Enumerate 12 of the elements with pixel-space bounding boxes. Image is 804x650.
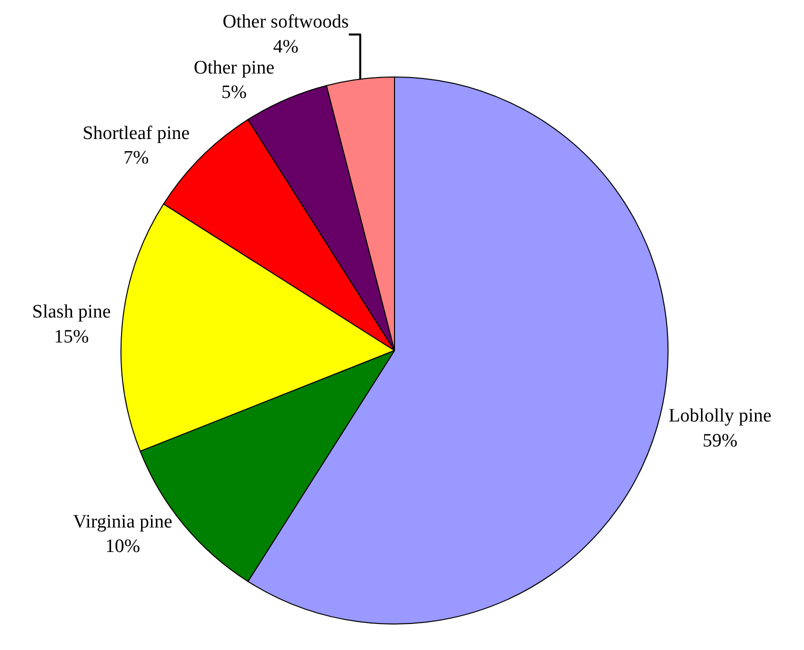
slice-label: Slash pine xyxy=(32,302,111,323)
data-label: 59% xyxy=(702,430,738,452)
data-label: 7% xyxy=(123,148,149,169)
data-label: 5% xyxy=(221,82,247,104)
slice-label: Other pine xyxy=(194,57,274,78)
slice-label: Shortleaf pine xyxy=(82,122,190,144)
data-label: 15% xyxy=(54,326,90,348)
slice-label: Loblolly pine xyxy=(668,406,772,427)
data-label: 4% xyxy=(273,36,299,58)
data-label: 10% xyxy=(105,536,140,557)
slice-label: Other softwoods xyxy=(222,12,349,33)
slice-label: Virginia pine xyxy=(73,511,172,532)
